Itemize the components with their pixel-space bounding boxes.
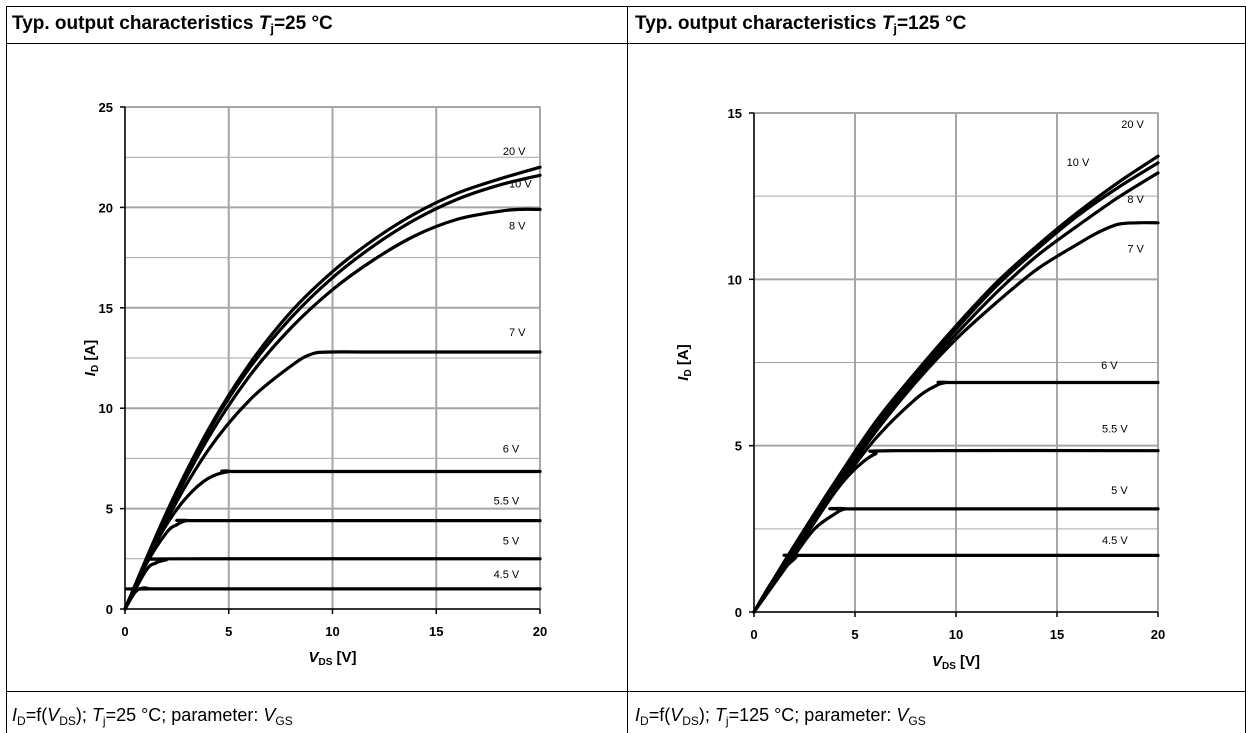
series-label-vgs-6v: 6 V [503, 443, 520, 455]
series-line-vgs-6v [123, 469, 542, 611]
series-label-vgs-10v: 10 V [509, 178, 532, 190]
y-tick-label: 5 [735, 439, 742, 454]
footer-divider [6, 691, 1246, 692]
panel-caption-125c: ID=f(VDS); Tj=125 °C; parameter: VGS [635, 705, 926, 728]
y-axis-label: ID [A] [82, 340, 101, 376]
y-axis-label: ID [A] [675, 344, 694, 380]
series-line-vgs-4-5v [123, 586, 542, 611]
x-tick-label: 5 [851, 627, 858, 642]
panel-title-25c: Typ. output characteristics Tj=25 °C [12, 13, 333, 36]
y-tick-label: 5 [106, 502, 113, 517]
series-label-vgs-4-5v: 4.5 V [1102, 535, 1128, 547]
series-label-vgs-20v: 20 V [1121, 119, 1144, 131]
y-tick-label: 20 [99, 200, 113, 215]
series-label-vgs-8v: 8 V [509, 220, 526, 232]
x-tick-label: 5 [225, 624, 232, 639]
y-tick-label: 10 [99, 401, 113, 416]
series-line-vgs-4-5v [752, 553, 1160, 614]
series-line-vgs-5-5v [752, 448, 1160, 614]
series-label-vgs-6v: 6 V [1101, 360, 1118, 372]
series-line-vgs-7v [752, 221, 1160, 614]
header-divider [6, 43, 1246, 44]
x-tick-label: 0 [121, 624, 128, 639]
x-tick-label: 20 [533, 624, 547, 639]
series-label-vgs-5v: 5 V [503, 536, 520, 548]
series-label-vgs-5-5v: 5.5 V [494, 496, 520, 508]
x-axis-label: VDS [V] [308, 649, 356, 668]
y-tick-label: 0 [106, 602, 113, 617]
x-tick-label: 10 [949, 627, 963, 642]
y-tick-label: 25 [99, 100, 113, 115]
series-label-vgs-5-5v: 5.5 V [1102, 423, 1128, 435]
column-divider [627, 6, 628, 733]
panel-title-125c: Typ. output characteristics Tj=125 °C [635, 13, 967, 36]
x-tick-label: 15 [429, 624, 443, 639]
panel-caption-25c: ID=f(VDS); Tj=25 °C; parameter: VGS [12, 705, 293, 728]
series-label-vgs-20v: 20 V [503, 146, 526, 158]
y-tick-label: 10 [728, 272, 742, 287]
series-line-vgs-8v [123, 207, 542, 611]
y-tick-label: 0 [735, 605, 742, 620]
series-line-vgs-5v [123, 557, 542, 611]
y-tick-label: 15 [728, 106, 742, 121]
y-tick-label: 15 [99, 301, 113, 316]
x-tick-label: 20 [1151, 627, 1165, 642]
series-line-vgs-7v [123, 350, 542, 611]
x-tick-label: 0 [750, 627, 757, 642]
x-tick-label: 15 [1050, 627, 1064, 642]
series-label-vgs-7v: 7 V [509, 327, 526, 339]
x-axis-label: VDS [V] [932, 653, 980, 672]
series-label-vgs-7v: 7 V [1127, 244, 1144, 256]
series-label-vgs-8v: 8 V [1127, 194, 1144, 206]
series-label-vgs-10v: 10 V [1067, 157, 1090, 169]
x-tick-label: 10 [325, 624, 339, 639]
series-label-vgs-5v: 5 V [1111, 485, 1128, 497]
series-label-vgs-4-5v: 4.5 V [494, 569, 520, 581]
